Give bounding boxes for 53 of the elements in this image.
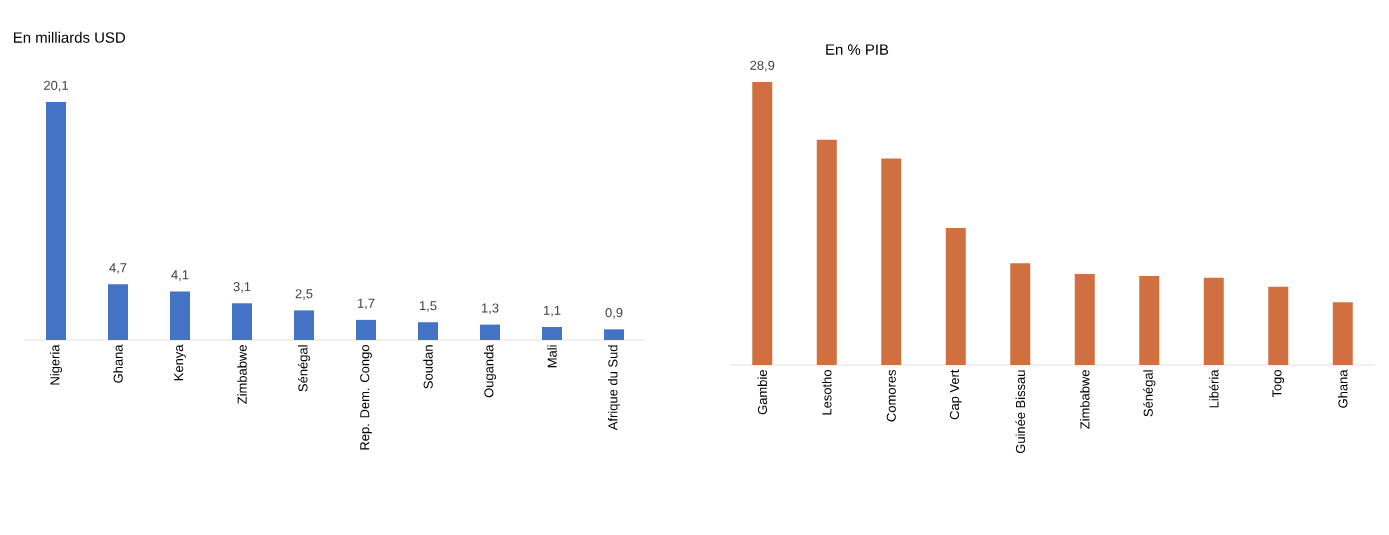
bar xyxy=(1268,286,1289,365)
x-tick-label: Ghana xyxy=(113,344,123,383)
bar xyxy=(108,284,128,340)
bar xyxy=(356,319,377,340)
bar xyxy=(816,139,837,365)
bar xyxy=(170,291,190,340)
bar xyxy=(46,102,66,340)
x-tick-label: Rep. Dem. Congo xyxy=(360,345,372,450)
x-tick-label: Togo xyxy=(1272,370,1285,398)
x-tick-label: Zimbabwe xyxy=(1080,370,1090,429)
data-label: 2,5 xyxy=(295,289,313,300)
bar xyxy=(1332,302,1353,365)
bar xyxy=(480,324,501,340)
data-label: 4,1 xyxy=(171,270,189,281)
data-label: 0,9 xyxy=(605,308,623,319)
data-label: 1,3 xyxy=(481,303,499,315)
x-tick-label: Sénégal xyxy=(1143,370,1156,417)
x-tick-label: Ouganda xyxy=(483,344,497,398)
x-tick-label: Nigeria xyxy=(49,344,63,385)
chart-title: En % PIB xyxy=(826,44,889,55)
x-tick-label: Sénégal xyxy=(297,345,311,392)
bar xyxy=(881,158,902,365)
x-tick-label: Comores xyxy=(886,369,896,422)
x-tick-label: Zimbabwe xyxy=(237,345,247,404)
x-tick-label: Soudan xyxy=(423,345,433,389)
chart-title: En milliards USD xyxy=(14,31,125,43)
data-label: 3,1 xyxy=(233,282,251,293)
bar xyxy=(294,310,314,340)
bar xyxy=(542,326,563,340)
bar xyxy=(1203,277,1224,365)
x-tick-label: Gambie xyxy=(757,370,768,415)
x-tick-label: Mali xyxy=(547,345,557,368)
x-tick-label: Afrique du Sud xyxy=(607,345,621,431)
x-tick-label: Cap Vert xyxy=(949,369,962,420)
x-tick-label: Guinée Bissau xyxy=(1015,370,1026,454)
x-tick-label: Kenya xyxy=(174,344,186,381)
x-tick-label: Ghana xyxy=(1338,369,1348,408)
bar xyxy=(945,227,966,365)
bar xyxy=(1010,263,1031,365)
data-label: 4,7 xyxy=(109,263,127,274)
bar xyxy=(752,82,773,365)
data-label: 1,5 xyxy=(419,301,437,312)
data-label: 1,1 xyxy=(543,305,561,317)
bar xyxy=(604,329,625,340)
data-label: 28,9 xyxy=(750,60,775,72)
x-tick-label: Libéria xyxy=(1208,369,1219,408)
bar xyxy=(1074,273,1095,365)
data-label: 20,1 xyxy=(44,80,68,92)
bar xyxy=(232,303,252,340)
bar xyxy=(418,322,439,340)
data-label: 1,7 xyxy=(357,298,375,310)
x-tick-label: Lesotho xyxy=(822,370,832,415)
bar xyxy=(1139,275,1160,365)
